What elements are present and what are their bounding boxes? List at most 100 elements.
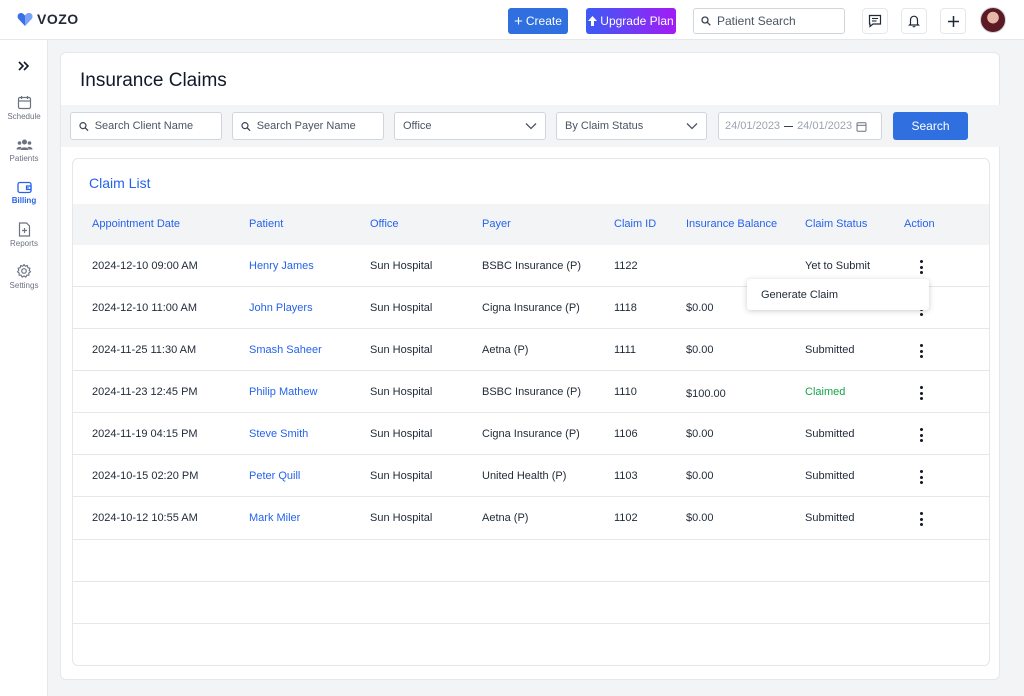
sidebar-item-schedule[interactable]: Schedule: [0, 95, 48, 121]
payer-cell: BSBC Insurance (P): [482, 260, 582, 272]
kebab-dot-icon: [919, 271, 923, 274]
filter-bar: Office By Claim Status 24/01/2023 24/01/…: [61, 105, 1001, 147]
top-bar: VOZO + Create Upgrade Plan: [0, 0, 1024, 40]
expand-sidebar-button[interactable]: [14, 58, 34, 74]
claim-id-cell: 1118: [614, 302, 637, 314]
kebab-dot-icon: [919, 349, 923, 353]
messages-button[interactable]: [862, 8, 888, 34]
empty-table-row: [73, 540, 989, 582]
date-range-separator: [784, 125, 794, 127]
office-select[interactable]: Office: [394, 112, 546, 140]
empty-table-row: [73, 582, 989, 624]
create-button[interactable]: + Create: [508, 8, 568, 34]
appointment-date-cell: 2024-10-15 02:20 PM: [92, 470, 199, 482]
wallet-icon: [16, 181, 32, 194]
claim-id-cell: 1102: [614, 512, 638, 524]
upgrade-plan-button[interactable]: Upgrade Plan: [586, 8, 676, 34]
column-header-payer: Payer: [482, 218, 511, 230]
claim-status-select[interactable]: By Claim Status: [556, 112, 707, 140]
search-button[interactable]: Search: [893, 112, 968, 140]
insurance-balance-cell: $0.00: [686, 302, 714, 314]
claim-status-cell: Submitted: [805, 344, 855, 356]
sidebar-item-label: Reports: [9, 239, 38, 248]
table-row: 2024-11-25 11:30 AM Smash Saheer Sun Hos…: [73, 329, 989, 371]
sidebar-item-billing[interactable]: Billing: [0, 180, 48, 205]
patient-link[interactable]: Smash Saheer: [249, 344, 322, 356]
column-header-claim-status: Claim Status: [805, 218, 868, 230]
patient-link[interactable]: Mark Miler: [249, 512, 301, 524]
chevron-down-icon: [525, 123, 537, 130]
sidebar-item-settings[interactable]: Settings: [0, 263, 48, 290]
row-actions-button[interactable]: [911, 258, 931, 276]
office-cell: Sun Hospital: [370, 512, 433, 524]
row-actions-button[interactable]: [911, 510, 931, 528]
calendar-icon: [17, 96, 31, 110]
generate-claim-menu-item[interactable]: Generate Claim: [747, 279, 929, 310]
double-chevron-right-icon: [18, 61, 30, 71]
notifications-button[interactable]: [901, 8, 927, 34]
empty-table-row: [73, 624, 989, 665]
table-row: 2024-12-10 11:00 AM John Players Sun Hos…: [73, 287, 989, 329]
patient-link[interactable]: Steve Smith: [249, 428, 309, 440]
appointment-date-cell: 2024-10-12 10:55 AM: [92, 512, 198, 524]
payer-cell: Cigna Insurance (P): [482, 302, 580, 314]
claim-status-select-value: By Claim Status: [565, 120, 644, 132]
office-cell: Sun Hospital: [370, 386, 433, 398]
client-name-search[interactable]: [70, 112, 222, 140]
heart-logo-icon: [17, 12, 33, 26]
office-cell: Sun Hospital: [370, 470, 433, 482]
sidebar-item-patients[interactable]: Patients: [0, 138, 48, 163]
column-header-action: Action: [904, 218, 935, 230]
kebab-dot-icon: [919, 481, 923, 484]
report-file-icon: [18, 222, 30, 237]
create-label: Create: [525, 14, 562, 28]
claim-list-panel: Claim List Appointment Date Patient Offi…: [72, 158, 990, 666]
payer-name-search[interactable]: [232, 112, 384, 140]
kebab-dot-icon: [919, 397, 923, 400]
date-to: 24/01/2023: [797, 120, 853, 132]
row-actions-button[interactable]: [911, 384, 931, 402]
kebab-dot-icon: [919, 428, 923, 431]
people-icon: [16, 139, 32, 150]
claim-id-cell: 1111: [614, 344, 637, 356]
column-header-patient: Patient: [249, 218, 284, 230]
kebab-dot-icon: [919, 433, 923, 437]
search-icon: [241, 121, 251, 131]
claim-id-cell: 1103: [614, 470, 638, 482]
payer-cell: Aetna (P): [482, 344, 529, 356]
claim-status-cell: Submitted: [805, 428, 855, 440]
table-header: Appointment Date Patient Office Payer Cl…: [73, 204, 989, 245]
patient-search-input[interactable]: [717, 14, 837, 28]
vozo-logo[interactable]: VOZO: [17, 11, 79, 27]
sidebar-item-label: Billing: [11, 196, 37, 205]
patient-search-box[interactable]: [693, 8, 845, 34]
payer-name-input[interactable]: [256, 120, 375, 132]
sidebar: Schedule Patients Billing Reports Settin…: [0, 40, 48, 696]
appointment-date-cell: 2024-11-19 04:15 PM: [92, 428, 198, 440]
row-actions-button[interactable]: [911, 342, 931, 360]
patient-link[interactable]: Henry James: [249, 260, 314, 272]
chat-icon: [868, 14, 882, 28]
user-avatar[interactable]: [980, 7, 1006, 33]
sidebar-item-reports[interactable]: Reports: [0, 222, 48, 248]
patient-link[interactable]: Peter Quill: [249, 470, 301, 482]
claim-status-cell: Submitted: [805, 512, 855, 524]
kebab-dot-icon: [919, 470, 923, 473]
kebab-dot-icon: [919, 512, 923, 515]
office-cell: Sun Hospital: [370, 344, 433, 356]
column-header-insurance-balance: Insurance Balance: [686, 218, 778, 230]
patient-link[interactable]: Philip Mathew: [249, 386, 318, 398]
row-actions-button[interactable]: [911, 426, 931, 444]
add-button[interactable]: [940, 8, 966, 34]
patient-link[interactable]: John Players: [249, 302, 313, 314]
client-name-input[interactable]: [94, 120, 213, 132]
table-row: 2024-10-15 02:20 PM Peter Quill Sun Hosp…: [73, 455, 989, 497]
table-row: 2024-11-19 04:15 PM Steve Smith Sun Hosp…: [73, 413, 989, 455]
row-actions-button[interactable]: [911, 468, 931, 486]
office-cell: Sun Hospital: [370, 428, 433, 440]
insurance-balance-cell: $0.00: [686, 470, 714, 482]
date-range-picker[interactable]: 24/01/2023 24/01/2023: [718, 112, 882, 140]
payer-cell: BSBC Insurance (P): [482, 386, 582, 398]
claim-list-title: Claim List: [89, 175, 151, 191]
gear-icon: [16, 263, 32, 278]
